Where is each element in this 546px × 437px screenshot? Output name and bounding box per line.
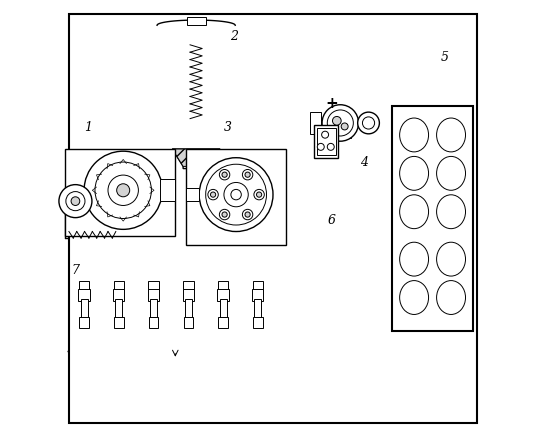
Circle shape bbox=[108, 175, 138, 205]
Bar bbox=[186, 188, 199, 201]
Text: +: + bbox=[325, 96, 338, 111]
Ellipse shape bbox=[437, 242, 466, 276]
Bar bbox=[314, 125, 338, 158]
Polygon shape bbox=[172, 149, 220, 169]
Bar bbox=[310, 112, 321, 134]
Bar bbox=[218, 317, 228, 328]
Ellipse shape bbox=[437, 156, 466, 190]
Bar bbox=[160, 180, 175, 201]
Circle shape bbox=[333, 116, 341, 125]
Bar bbox=[149, 317, 158, 328]
Bar bbox=[114, 317, 123, 328]
Circle shape bbox=[219, 170, 230, 180]
Bar bbox=[317, 128, 336, 155]
Circle shape bbox=[257, 192, 262, 197]
Text: 7: 7 bbox=[72, 264, 79, 277]
Ellipse shape bbox=[400, 118, 429, 152]
Circle shape bbox=[358, 112, 379, 134]
Circle shape bbox=[208, 189, 218, 200]
Circle shape bbox=[245, 212, 250, 217]
Circle shape bbox=[66, 191, 85, 211]
Circle shape bbox=[117, 184, 130, 197]
Circle shape bbox=[327, 143, 334, 150]
Text: 3: 3 bbox=[223, 121, 232, 134]
Circle shape bbox=[199, 158, 273, 232]
Text: 5: 5 bbox=[441, 51, 448, 64]
Circle shape bbox=[95, 162, 151, 218]
Ellipse shape bbox=[437, 195, 466, 229]
Circle shape bbox=[231, 189, 241, 200]
Circle shape bbox=[317, 143, 324, 150]
Circle shape bbox=[322, 105, 359, 141]
Bar bbox=[148, 289, 159, 301]
Bar bbox=[218, 281, 228, 290]
Circle shape bbox=[222, 212, 227, 217]
Text: 6: 6 bbox=[328, 214, 336, 227]
Circle shape bbox=[222, 172, 227, 177]
Bar bbox=[183, 281, 193, 290]
Bar bbox=[253, 317, 263, 328]
Circle shape bbox=[59, 184, 92, 218]
Bar bbox=[150, 299, 157, 318]
Bar bbox=[113, 289, 124, 301]
Bar bbox=[393, 106, 473, 331]
Circle shape bbox=[327, 110, 353, 136]
Text: 1: 1 bbox=[85, 121, 92, 134]
Circle shape bbox=[242, 170, 253, 180]
Bar bbox=[186, 149, 286, 245]
Circle shape bbox=[322, 131, 329, 138]
Ellipse shape bbox=[400, 195, 429, 229]
Bar bbox=[115, 299, 122, 318]
Circle shape bbox=[219, 209, 230, 220]
Circle shape bbox=[84, 151, 162, 229]
Polygon shape bbox=[172, 149, 220, 166]
Circle shape bbox=[71, 197, 80, 205]
Bar bbox=[217, 289, 229, 301]
Ellipse shape bbox=[400, 156, 429, 190]
Text: 4: 4 bbox=[360, 156, 368, 169]
Ellipse shape bbox=[437, 281, 466, 315]
Circle shape bbox=[363, 117, 375, 129]
Ellipse shape bbox=[400, 281, 429, 315]
Bar bbox=[64, 149, 175, 236]
Ellipse shape bbox=[437, 118, 466, 152]
Bar bbox=[114, 281, 124, 290]
Bar bbox=[252, 289, 264, 301]
Circle shape bbox=[254, 189, 264, 200]
Bar bbox=[329, 108, 351, 138]
Text: 2: 2 bbox=[230, 30, 238, 43]
Bar bbox=[81, 299, 87, 318]
Bar bbox=[185, 299, 192, 318]
Bar bbox=[79, 289, 90, 301]
Circle shape bbox=[224, 183, 248, 207]
Circle shape bbox=[341, 123, 348, 130]
Bar bbox=[183, 317, 193, 328]
Circle shape bbox=[206, 164, 266, 225]
Circle shape bbox=[245, 172, 250, 177]
Bar bbox=[187, 17, 206, 25]
Bar bbox=[79, 281, 90, 290]
Circle shape bbox=[210, 192, 216, 197]
Circle shape bbox=[242, 209, 253, 220]
Bar bbox=[183, 289, 194, 301]
Bar bbox=[149, 281, 159, 290]
Bar bbox=[254, 299, 262, 318]
Bar bbox=[253, 281, 263, 290]
Bar bbox=[219, 299, 227, 318]
Bar bbox=[79, 317, 89, 328]
Ellipse shape bbox=[400, 242, 429, 276]
